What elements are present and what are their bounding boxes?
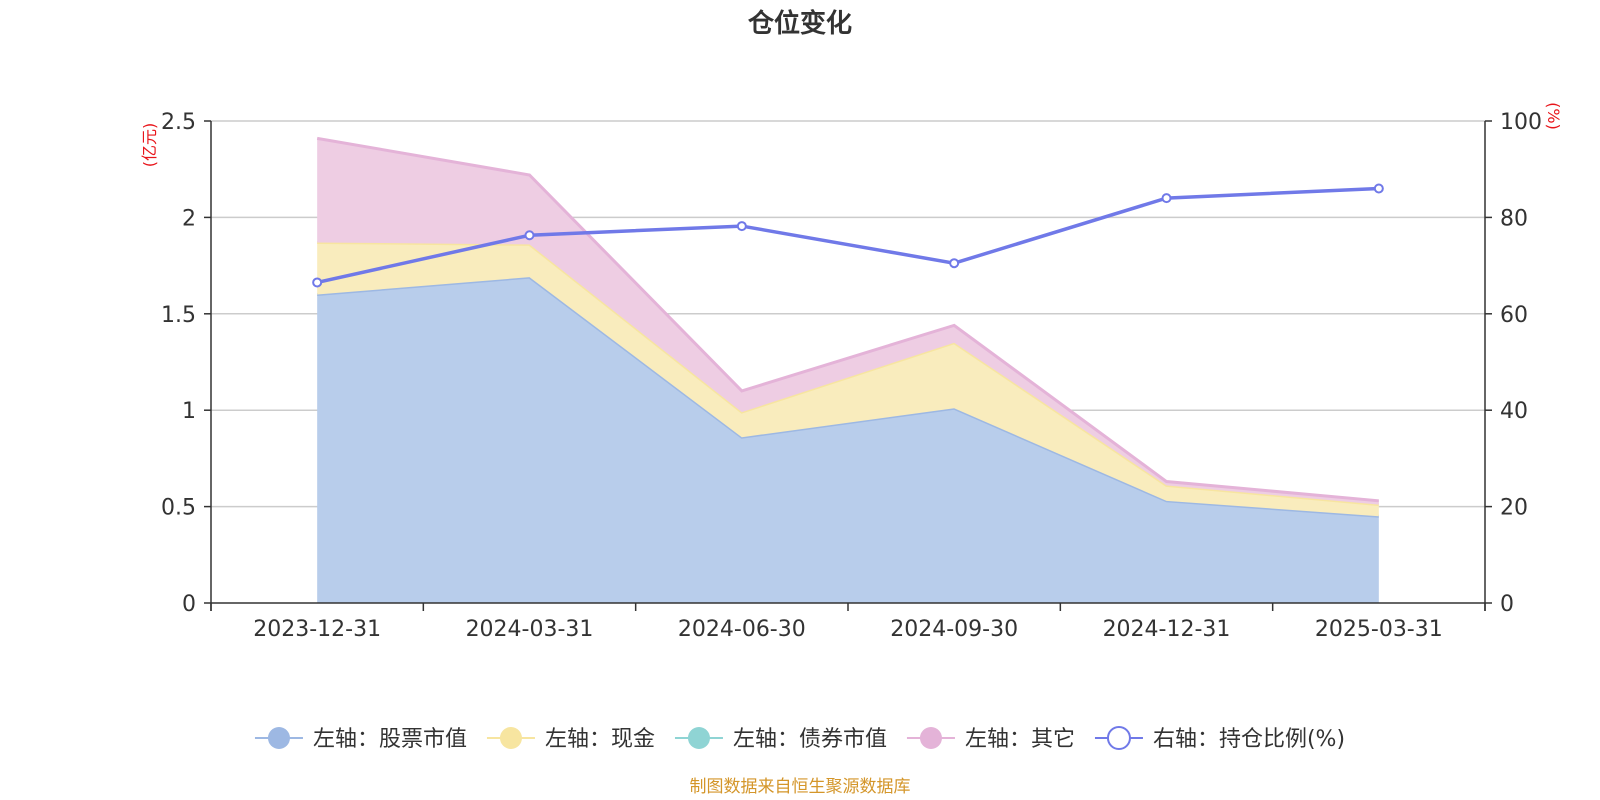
legend-item: 左轴：债券市值 <box>674 727 887 752</box>
area-fill-1 <box>317 242 1379 517</box>
legend-circle-icon <box>499 727 522 749</box>
legend-item: 左轴：其它 <box>906 727 1075 752</box>
ratio-line <box>316 186 1379 285</box>
left-axis-unit: (亿元) <box>140 123 159 168</box>
left-tick-label: 1 <box>182 399 196 424</box>
x-tick-label: 2025-03-31 <box>1315 617 1443 642</box>
area-line-3 <box>316 136 1379 503</box>
line-series <box>312 183 1384 288</box>
left-tick-label: 2 <box>182 206 196 231</box>
legend-item: 左轴：现金 <box>486 727 655 752</box>
ratio-point <box>736 221 747 232</box>
legend-label: 左轴：股票市值 <box>313 727 467 752</box>
left-tick-label: 1.5 <box>161 303 196 328</box>
right-tick-label: 40 <box>1500 399 1528 424</box>
x-tick-label: 2024-09-30 <box>890 617 1018 642</box>
right-tick-label: 0 <box>1500 592 1514 617</box>
legend-item: 右轴：持仓比例(%) <box>1094 726 1345 752</box>
x-tick-label: 2024-06-30 <box>678 617 806 642</box>
left-tick-label: 0.5 <box>161 496 196 521</box>
area-series <box>316 136 1379 603</box>
x-tick-label: 2023-12-31 <box>253 617 381 642</box>
ratio-point <box>312 277 323 288</box>
legend-label: 右轴：持仓比例(%) <box>1153 727 1345 752</box>
axes: 0 0.5 1 1.5 2 2.5 0 20 40 60 80 100 2023-12-31 2024-0… <box>161 110 1542 642</box>
legend: 左轴：股票市值 左轴：现金 左轴：债券市值 左轴：其它 右轴：持仓比例(%) <box>254 726 1345 752</box>
right-axis-unit: (%) <box>1544 102 1563 130</box>
legend-circle-icon <box>919 727 942 749</box>
legend-label: 左轴：现金 <box>545 727 655 752</box>
source-note: 制图数据来自恒生聚源数据库 <box>690 777 911 797</box>
legend-circle-icon <box>1106 726 1131 750</box>
ratio-point <box>1161 193 1172 204</box>
ratio-point <box>949 258 960 269</box>
right-tick-label: 60 <box>1500 303 1528 328</box>
right-tick-label: 80 <box>1500 206 1528 231</box>
right-tick-label: 20 <box>1500 496 1528 521</box>
left-tick-label: 2.5 <box>161 110 196 135</box>
legend-label: 左轴：债券市值 <box>733 727 887 752</box>
left-tick-label: 0 <box>182 592 196 617</box>
ratio-point <box>524 230 535 241</box>
ratio-point <box>1373 183 1384 194</box>
x-tick-label: 2024-03-31 <box>466 617 594 642</box>
legend-circle-icon <box>267 727 290 749</box>
x-tick-label: 2024-12-31 <box>1103 617 1231 642</box>
chart-title: 仓位变化 <box>747 8 852 39</box>
right-tick-label: 100 <box>1500 110 1542 135</box>
legend-circle-icon <box>687 727 710 749</box>
area-fill-0 <box>317 277 1379 603</box>
legend-label: 左轴：其它 <box>965 727 1075 752</box>
legend-item: 左轴：股票市值 <box>254 727 467 752</box>
